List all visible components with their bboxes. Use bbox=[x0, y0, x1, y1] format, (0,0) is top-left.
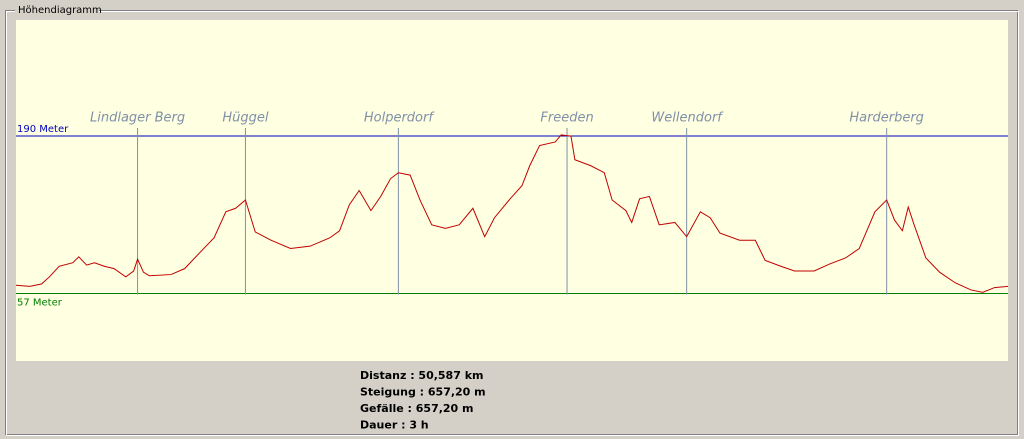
annotation-label: Holperdorf bbox=[364, 111, 435, 126]
plot-area bbox=[16, 20, 1008, 361]
annotation-label: Lindlager Berg bbox=[90, 111, 185, 126]
ref-label: 190 Meter bbox=[17, 124, 69, 135]
group-box-highlight bbox=[6, 11, 1019, 436]
elevation-line bbox=[15, 134, 1009, 293]
annotation-label: Wellendorf bbox=[651, 111, 724, 126]
summary-line: Steigung : 657,20 m bbox=[360, 386, 486, 399]
annotation-label: Hüggel bbox=[222, 111, 269, 126]
title-bg bbox=[15, 7, 99, 15]
annotation-label: Harderberg bbox=[849, 111, 924, 126]
group-title: Höhendiagramm bbox=[18, 5, 102, 16]
group-box bbox=[5, 10, 1018, 435]
annotation-label: Freeden bbox=[540, 111, 593, 126]
summary: Distanz : 50,587 km Steigung : 657,20 m Ge… bbox=[360, 369, 486, 432]
summary-line: Distanz : 50,587 km bbox=[360, 369, 483, 382]
summary-line: Dauer : 3 h bbox=[360, 419, 429, 432]
summary-line: Gefälle : 657,20 m bbox=[360, 402, 474, 415]
ref-label: 57 Meter bbox=[17, 298, 63, 309]
